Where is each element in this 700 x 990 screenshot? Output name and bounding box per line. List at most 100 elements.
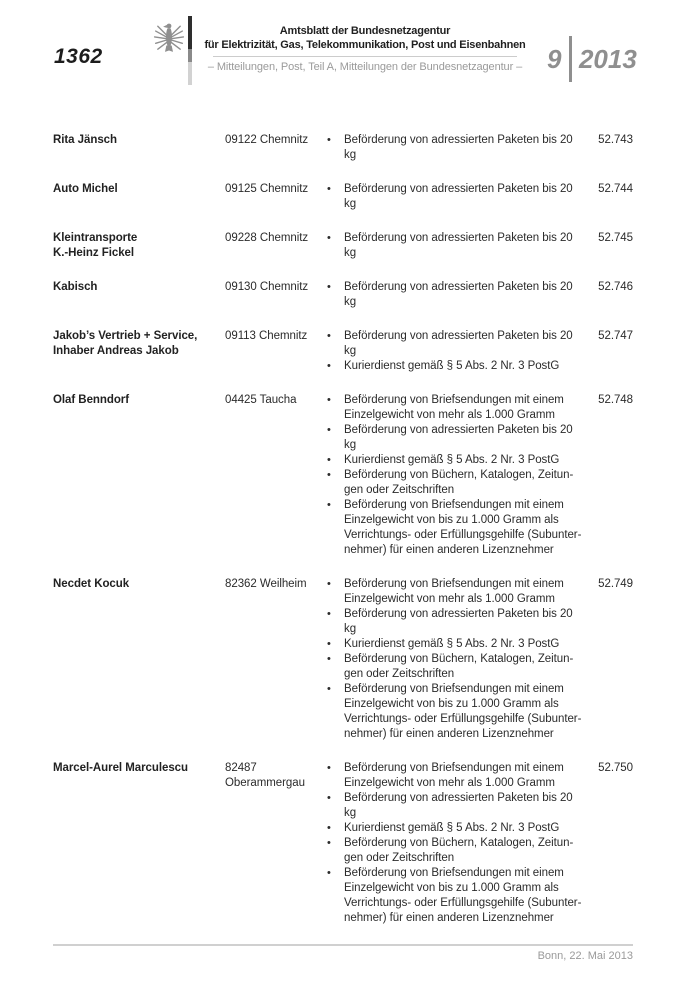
bullet-icon: •	[327, 454, 331, 466]
service-text: Beförderung von adressierten Paketen bis…	[344, 183, 573, 210]
license-number: 52.745	[598, 232, 633, 244]
issue-year: 2013	[578, 43, 637, 74]
bullet-icon: •	[327, 683, 331, 695]
gazette-masthead: Amtsblatt der Bundesnetzagentur für Elek…	[165, 24, 565, 73]
licensee-name: Rita Jänsch	[53, 134, 118, 146]
license-rows-container: Rita Jänsch 09122 Chemnitz • Beförderung …	[53, 133, 633, 945]
license-number: 52.750	[598, 762, 633, 774]
bullet-icon: •	[327, 499, 331, 511]
license-number: 52.743	[598, 134, 633, 146]
licensee-address: 09228 Chemnitz	[225, 232, 309, 244]
service-item: • Beförderung von adressierten Paketen bi…	[327, 791, 585, 821]
bullet-icon: •	[327, 183, 331, 195]
service-item: • Beförderung von Büchern, Katalogen, Zei…	[327, 652, 585, 682]
licensee-address: 09125 Chemnitz	[225, 183, 309, 195]
service-list: • Beförderung von adressierten Paketen bi…	[327, 329, 585, 374]
service-text: Beförderung von Briefsendungen mit einem…	[344, 578, 564, 605]
logo-divider-bar	[188, 16, 192, 85]
service-text: Kurierdienst gemäß § 5 Abs. 2 Nr. 3 Post…	[344, 638, 560, 650]
page-number: 1362	[54, 45, 103, 68]
bullet-icon: •	[327, 653, 331, 665]
service-text: Beförderung von adressierten Paketen bis…	[344, 424, 573, 451]
service-item: • Beförderung von adressierten Paketen bi…	[327, 423, 585, 453]
license-number: 52.748	[598, 394, 633, 406]
bullet-icon: •	[327, 232, 331, 244]
footer-rule	[53, 944, 633, 946]
service-item: • Kurierdienst gemäß § 5 Abs. 2 Nr. 3 Pos…	[327, 453, 585, 468]
service-text: Beförderung von Büchern, Katalogen, Zeit…	[344, 469, 574, 496]
federal-eagle-icon	[153, 19, 185, 57]
service-item: • Beförderung von adressierten Paketen bi…	[327, 607, 585, 637]
bullet-icon: •	[327, 424, 331, 436]
service-item: • Kurierdienst gemäß § 5 Abs. 2 Nr. 3 Pos…	[327, 637, 585, 652]
license-entry-row: Olaf Benndorf 04425 Taucha • Beförderung …	[53, 393, 633, 558]
service-item: • Beförderung von Briefsendungen mit eine…	[327, 682, 585, 742]
bullet-icon: •	[327, 638, 331, 650]
service-text: Beförderung von Briefsendungen mit einem…	[344, 762, 564, 789]
license-number: 52.747	[598, 330, 633, 342]
service-list: • Beförderung von adressierten Paketen bi…	[327, 182, 585, 212]
service-item: • Beförderung von adressierten Paketen bi…	[327, 280, 585, 310]
issue-indicator: 9 2013	[547, 36, 637, 82]
license-entry-row: Rita Jänsch 09122 Chemnitz • Beförderung …	[53, 133, 633, 163]
issue-divider-line	[569, 36, 572, 82]
service-text: Beförderung von Büchern, Katalogen, Zeit…	[344, 837, 574, 864]
service-item: • Beförderung von Briefsendungen mit eine…	[327, 866, 585, 926]
bullet-icon: •	[327, 281, 331, 293]
service-item: • Beförderung von Büchern, Katalogen, Zei…	[327, 836, 585, 866]
service-text: Beförderung von adressierten Paketen bis…	[344, 281, 573, 308]
licensee-name: Kleintransporte K.-Heinz Fickel	[53, 232, 138, 259]
license-number: 52.746	[598, 281, 633, 293]
service-list: • Beförderung von adressierten Paketen bi…	[327, 280, 585, 310]
licensee-name: Jakob’s Vertrieb + Service, Inhaber Andr…	[53, 330, 198, 357]
gazette-title-line2: für Elektrizität, Gas, Telekommunikation…	[204, 39, 526, 51]
bullet-icon: •	[327, 134, 331, 146]
service-text: Kurierdienst gemäß § 5 Abs. 2 Nr. 3 Post…	[344, 360, 560, 372]
license-entry-row: Marcel-Aurel Marculescu 82487 Oberammerg…	[53, 761, 633, 926]
masthead-rule	[213, 56, 517, 57]
service-item: • Beförderung von adressierten Paketen bi…	[327, 182, 585, 212]
service-list: • Beförderung von Briefsendungen mit eine…	[327, 761, 585, 926]
bullet-icon: •	[327, 608, 331, 620]
license-entry-row: Necdet Kocuk 82362 Weilheim • Beförderung…	[53, 577, 633, 742]
service-item: • Beförderung von Briefsendungen mit eine…	[327, 761, 585, 791]
service-item: • Beförderung von adressierten Paketen bi…	[327, 133, 585, 163]
service-list: • Beförderung von adressierten Paketen bi…	[327, 133, 585, 163]
service-text: Kurierdienst gemäß § 5 Abs. 2 Nr. 3 Post…	[344, 454, 560, 466]
license-entry-row: Kabisch 09130 Chemnitz • Beförderung von …	[53, 280, 633, 310]
bullet-icon: •	[327, 360, 331, 372]
service-text: Beförderung von adressierten Paketen bis…	[344, 134, 573, 161]
gazette-title-line1: Amtsblatt der Bundesnetzagentur	[279, 25, 451, 37]
gazette-subtitle: – Mitteilungen, Post, Teil A, Mitteilung…	[207, 61, 523, 73]
service-item: • Beförderung von Büchern, Katalogen, Zei…	[327, 468, 585, 498]
service-item: • Beförderung von adressierten Paketen bi…	[327, 231, 585, 261]
licensee-address: 04425 Taucha	[225, 394, 297, 406]
license-entry-row: Jakob’s Vertrieb + Service, Inhaber Andr…	[53, 329, 633, 374]
licensee-address: 82362 Weilheim	[225, 578, 307, 590]
service-item: • Kurierdienst gemäß § 5 Abs. 2 Nr. 3 Pos…	[327, 821, 585, 836]
service-text: Beförderung von adressierten Paketen bis…	[344, 608, 573, 635]
service-text: Kurierdienst gemäß § 5 Abs. 2 Nr. 3 Post…	[344, 822, 560, 834]
issue-number: 9	[547, 43, 562, 74]
service-text: Beförderung von adressierten Paketen bis…	[344, 232, 573, 259]
service-item: • Beförderung von Briefsendungen mit eine…	[327, 498, 585, 558]
licensee-name: Olaf Benndorf	[53, 394, 130, 406]
service-text: Beförderung von Briefsendungen mit einem…	[344, 499, 582, 556]
service-text: Beförderung von adressierten Paketen bis…	[344, 330, 573, 357]
service-text: Beförderung von Briefsendungen mit einem…	[344, 867, 582, 924]
bullet-icon: •	[327, 837, 331, 849]
licensee-name: Kabisch	[53, 281, 98, 293]
licensee-name: Marcel-Aurel Marculescu	[53, 762, 188, 774]
footer-place-date: Bonn, 22. Mai 2013	[537, 950, 633, 962]
service-item: • Beförderung von Briefsendungen mit eine…	[327, 393, 585, 423]
license-number: 52.744	[598, 183, 633, 195]
bullet-icon: •	[327, 762, 331, 774]
license-entry-row: Auto Michel 09125 Chemnitz • Beförderung …	[53, 182, 633, 212]
licensee-name: Auto Michel	[53, 183, 118, 195]
licensee-address: 09122 Chemnitz	[225, 134, 309, 146]
service-item: • Beförderung von adressierten Paketen bi…	[327, 329, 585, 359]
service-text: Beförderung von Briefsendungen mit einem…	[344, 683, 582, 740]
bullet-icon: •	[327, 578, 331, 590]
bullet-icon: •	[327, 792, 331, 804]
